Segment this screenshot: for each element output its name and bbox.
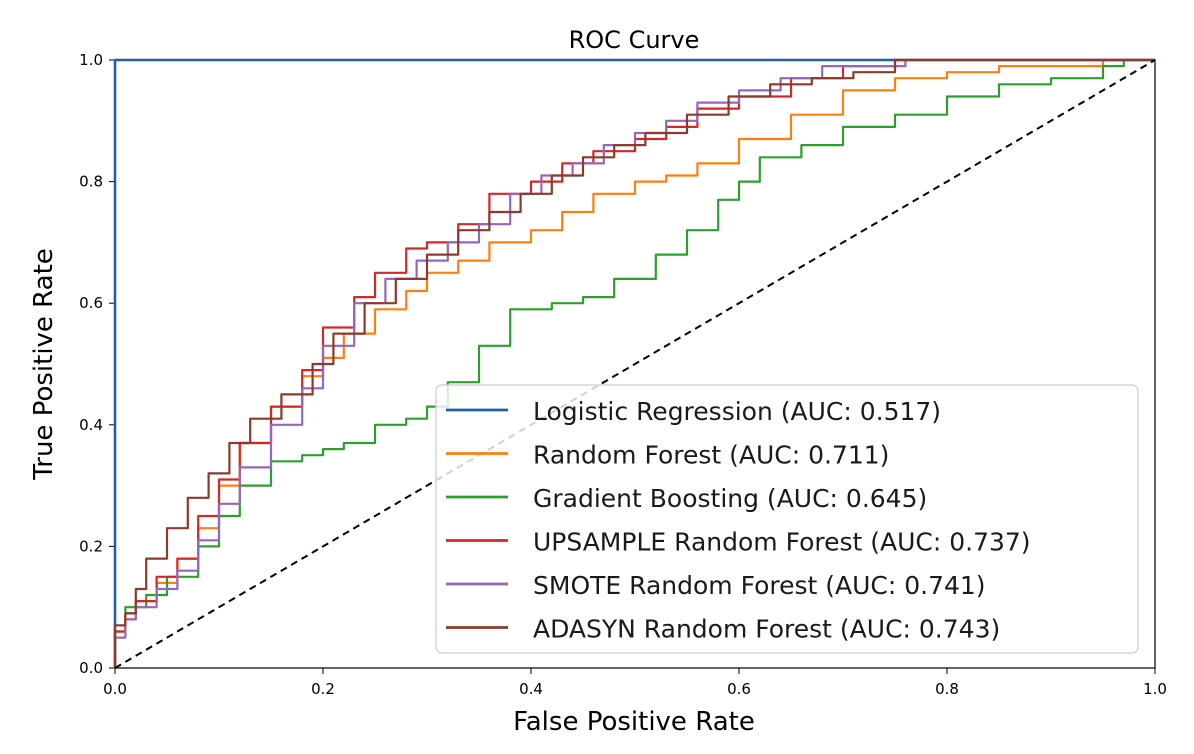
y-tick-label: 0.8 [79,173,103,191]
series-line-5 [113,58,1155,668]
series-line-6 [113,58,1155,668]
legend-box [435,384,1139,654]
chart-title: ROC Curve [569,26,700,54]
chance-diagonal-line [114,59,1156,669]
legend-label-3: Gradient Boosting (AUC: 0.645) [533,484,927,513]
x-tick-label: 0.0 [103,680,127,698]
x-axis: 0.0 0.2 0.4 0.6 0.8 1.0 [103,668,1167,698]
x-tick-label: 0.2 [311,680,335,698]
x-tick-label: 1.0 [1143,680,1167,698]
legend: Logistic Regression (AUC: 0.517) Random F… [435,384,1139,654]
y-axis: 0.0 0.2 0.4 0.6 0.8 1.0 [79,51,115,677]
x-axis-title: False Positive Rate [513,707,755,737]
y-tick-label: 0.0 [79,659,103,677]
legend-label-2: Random Forest (AUC: 0.711) [533,441,889,470]
legend-label-6: ADASYN Random Forest (AUC: 0.743) [533,615,1000,644]
x-tick-label: 0.4 [519,680,543,698]
legend-items: Logistic Regression (AUC: 0.517) Random F… [446,397,1031,644]
y-tick-label: 0.4 [79,416,103,434]
series-lines [113,58,1155,668]
legend-label-4: UPSAMPLE Random Forest (AUC: 0.737) [533,528,1031,557]
legend-label-1: Logistic Regression (AUC: 0.517) [533,397,941,426]
series-line-4 [113,58,1155,668]
x-tick-label: 0.6 [727,680,751,698]
y-tick-label: 0.2 [79,537,103,555]
y-axis-title: True Positive Rate [29,248,59,481]
y-tick-label: 1.0 [79,51,103,69]
legend-label-5: SMOTE Random Forest (AUC: 0.741) [533,571,986,600]
x-tick-label: 0.8 [935,680,959,698]
y-tick-label: 0.6 [79,294,103,312]
series-line-3 [113,58,1155,668]
series-line-1 [113,58,1155,668]
